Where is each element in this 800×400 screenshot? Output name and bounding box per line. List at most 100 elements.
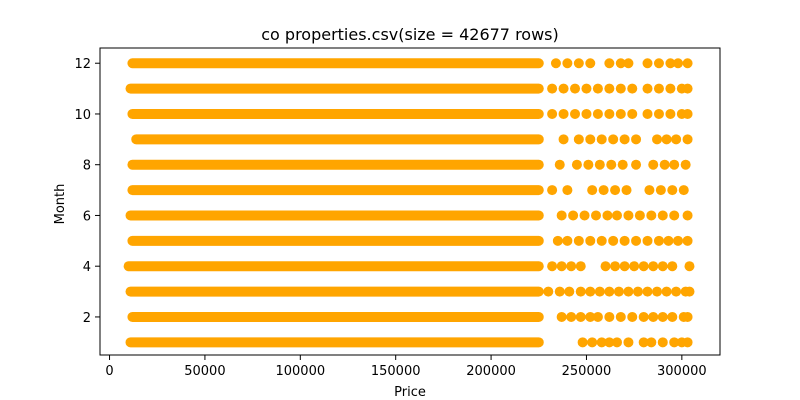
data-point: [669, 159, 680, 170]
data-point: [558, 134, 569, 145]
data-point: [592, 108, 603, 119]
data-point: [621, 185, 632, 196]
data-point: [634, 210, 645, 221]
y-tick-label: 6: [83, 209, 91, 224]
data-point: [652, 286, 663, 297]
x-tick-label: 300000: [657, 364, 707, 379]
data-point: [585, 134, 596, 145]
data-point: [585, 58, 596, 69]
data-point: [604, 83, 615, 94]
data-point: [663, 235, 674, 246]
data-point: [566, 311, 577, 322]
data-point: [615, 83, 626, 94]
data-point: [623, 337, 634, 348]
data-point: [632, 286, 643, 297]
data-point: [671, 286, 682, 297]
data-point: [577, 337, 588, 348]
data-point: [684, 261, 695, 272]
data-point: [556, 261, 567, 272]
data-point: [615, 58, 626, 69]
data-point: [631, 134, 642, 145]
data-point: [638, 261, 649, 272]
data-point: [600, 261, 611, 272]
data-point: [627, 108, 638, 119]
x-tick-label: 250000: [562, 364, 612, 379]
data-point: [608, 235, 619, 246]
data-point: [684, 286, 695, 297]
data-point: [596, 235, 607, 246]
data-point: [594, 286, 605, 297]
data-point: [592, 311, 603, 322]
data-point: [591, 210, 601, 221]
data-point: [547, 185, 558, 196]
data-point: [564, 286, 575, 297]
data-point: [671, 134, 682, 145]
data-point: [604, 286, 615, 297]
data-point: [573, 134, 584, 145]
data-point: [547, 108, 558, 119]
data-point: [642, 235, 653, 246]
data-point: [682, 337, 693, 348]
data-point: [558, 108, 569, 119]
data-point: [623, 286, 634, 297]
data-points: [123, 58, 695, 348]
data-point: [608, 134, 619, 145]
data-point: [653, 83, 664, 94]
x-tick-label: 150000: [371, 364, 421, 379]
data-point: [682, 83, 693, 94]
data-point: [573, 235, 584, 246]
data-point: [581, 83, 592, 94]
data-point: [547, 83, 558, 94]
data-point: [682, 58, 693, 69]
data-point: [648, 159, 659, 170]
plot-frame: [99, 47, 721, 356]
data-point: [657, 210, 668, 221]
data-point: [575, 311, 586, 322]
data-point: [613, 286, 624, 297]
data-point: [665, 58, 676, 69]
data-point: [606, 159, 617, 170]
data-point: [585, 311, 596, 322]
data-point: [659, 159, 670, 170]
data-point: [667, 261, 678, 272]
data-point: [558, 83, 569, 94]
data-point: [596, 337, 607, 348]
data-point: [682, 108, 693, 119]
data-point: [570, 108, 581, 119]
data-point: [657, 261, 668, 272]
y-tick-label: 10: [74, 108, 91, 123]
data-point: [554, 286, 565, 297]
data-point: [667, 185, 678, 196]
data-point: [585, 286, 596, 297]
y-tick-label: 12: [74, 57, 91, 72]
y-axis-label: Month: [53, 184, 68, 225]
data-point: [602, 210, 613, 221]
data-point: [638, 337, 649, 348]
data-point: [682, 134, 693, 145]
data-point: [587, 185, 598, 196]
data-point: [673, 58, 684, 69]
data-point: [653, 58, 664, 69]
data-point: [568, 210, 579, 221]
data-point: [673, 235, 684, 246]
data-point: [575, 261, 586, 272]
data-point: [629, 261, 640, 272]
data-point: [552, 235, 563, 246]
data-point: [571, 159, 582, 170]
data-point: [661, 134, 672, 145]
data-point: [642, 83, 653, 94]
data-point: [648, 311, 659, 322]
data-point: [562, 235, 573, 246]
data-point: [631, 235, 642, 246]
data-point: [657, 311, 668, 322]
data-point: [665, 83, 676, 94]
data-point: [642, 58, 653, 69]
data-point: [615, 311, 626, 322]
data-point: [583, 159, 594, 170]
chart-title: co properties.csv(size = 42677 rows): [261, 25, 559, 44]
data-point: [619, 235, 630, 246]
y-axis: 2 4 6 8 10 12: [74, 57, 100, 326]
data-point: [566, 261, 577, 272]
data-point: [646, 210, 657, 221]
